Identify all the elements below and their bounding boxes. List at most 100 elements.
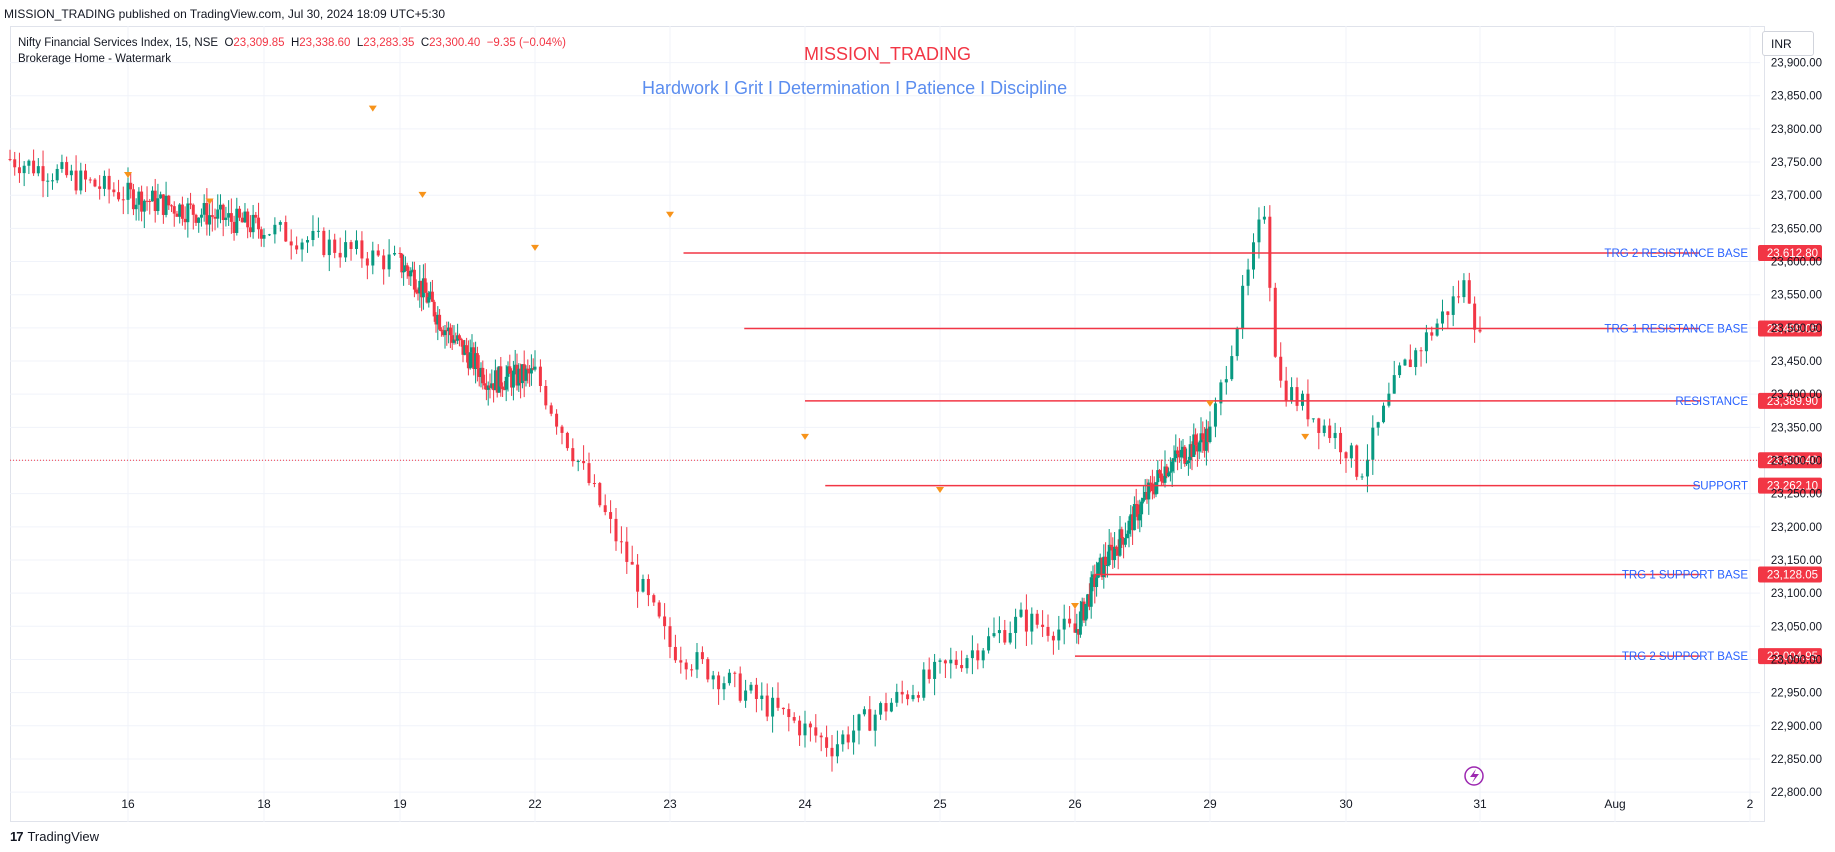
candle-body bbox=[1147, 482, 1151, 500]
candle-body bbox=[510, 373, 514, 388]
y-tick-label: 23,800.00 bbox=[1771, 124, 1822, 136]
candle-body bbox=[1371, 427, 1375, 460]
candle-body bbox=[1435, 323, 1439, 336]
candle-body bbox=[1118, 529, 1122, 556]
candle-body bbox=[333, 239, 337, 253]
signal-marker-icon bbox=[531, 244, 539, 251]
candle-body bbox=[267, 234, 271, 236]
candle-body bbox=[1398, 365, 1402, 376]
candle-body bbox=[316, 230, 320, 232]
candle-body bbox=[614, 518, 618, 542]
indicator-name[interactable]: Brokerage Home - Watermark bbox=[18, 53, 171, 65]
x-tick-label: 30 bbox=[1339, 797, 1353, 811]
candle-body bbox=[781, 707, 785, 710]
candle-body bbox=[1387, 393, 1391, 406]
candle-body bbox=[246, 211, 250, 228]
candle-body bbox=[27, 160, 31, 166]
candle-body bbox=[519, 368, 523, 384]
candle-body bbox=[1179, 449, 1183, 458]
candle-body bbox=[322, 230, 326, 256]
y-tick-label: 23,500.00 bbox=[1771, 323, 1822, 335]
candle-body bbox=[938, 660, 942, 662]
candle-body bbox=[243, 211, 247, 223]
candle-body bbox=[183, 218, 187, 223]
candle-body bbox=[438, 314, 442, 330]
candle-body bbox=[722, 683, 726, 690]
chart-frame[interactable] bbox=[10, 26, 1765, 822]
candle-body bbox=[1116, 548, 1120, 556]
candle-body bbox=[1168, 471, 1172, 473]
level-price-label: 23,612.80 bbox=[1767, 248, 1818, 260]
candle-body bbox=[657, 602, 661, 617]
y-tick-label: 23,300.00 bbox=[1771, 456, 1822, 468]
level-price-label: 23,262.10 bbox=[1767, 481, 1818, 493]
candle-body bbox=[273, 224, 277, 235]
candle-body bbox=[488, 385, 492, 388]
candle-body bbox=[852, 730, 856, 743]
candle-body bbox=[592, 483, 596, 485]
candle-body bbox=[402, 271, 406, 273]
candle-body bbox=[609, 512, 613, 519]
candle-body bbox=[69, 170, 73, 176]
candle-body bbox=[131, 189, 135, 210]
candle-body bbox=[1440, 311, 1444, 324]
candle-body bbox=[1084, 604, 1088, 621]
candle-body bbox=[420, 280, 424, 298]
candle-body bbox=[511, 370, 515, 388]
candle-body bbox=[1143, 491, 1147, 498]
candle-body bbox=[1186, 460, 1190, 464]
low-label: L bbox=[356, 37, 364, 49]
candle-body bbox=[1446, 311, 1450, 315]
level-label: SUPPORT bbox=[1693, 481, 1748, 493]
candle-body bbox=[461, 340, 465, 355]
candle-body bbox=[289, 241, 293, 246]
y-tick-label: 23,000.00 bbox=[1771, 654, 1822, 666]
brand-name: TradingView bbox=[27, 828, 100, 844]
candle-body bbox=[587, 463, 591, 484]
level-price-label: 23,004.95 bbox=[1767, 651, 1818, 663]
candle-body bbox=[1123, 538, 1127, 545]
currency-button[interactable]: INR bbox=[1762, 31, 1814, 56]
candle-body bbox=[1360, 476, 1364, 478]
candle-body bbox=[684, 662, 688, 670]
candle-body bbox=[1290, 387, 1294, 402]
candle-body bbox=[1041, 624, 1045, 627]
candle-body bbox=[88, 179, 92, 181]
y-tick-label: 22,950.00 bbox=[1771, 688, 1822, 700]
candle-body bbox=[776, 697, 780, 708]
candle-body bbox=[1188, 444, 1192, 461]
candle-body bbox=[1197, 442, 1201, 452]
candle-body bbox=[218, 204, 222, 210]
candle-body bbox=[981, 650, 985, 661]
candle-body bbox=[846, 734, 850, 743]
candle-body bbox=[1392, 375, 1396, 394]
candle-body bbox=[857, 714, 861, 731]
footer-brand[interactable]: 17 TradingView bbox=[10, 826, 99, 846]
symbol-name[interactable]: Nifty Financial Services Index, 15, NSE bbox=[18, 37, 219, 49]
last-price-tag bbox=[1758, 452, 1822, 469]
candle-body bbox=[835, 744, 839, 757]
y-tick-label: 23,050.00 bbox=[1771, 621, 1822, 633]
candle-body bbox=[441, 331, 445, 336]
candle-body bbox=[636, 564, 640, 592]
y-tick-label: 23,100.00 bbox=[1771, 588, 1822, 600]
candle-body bbox=[416, 292, 420, 294]
candle-body bbox=[1241, 285, 1245, 329]
y-tick-label: 23,250.00 bbox=[1771, 489, 1822, 501]
candle-body bbox=[235, 208, 239, 233]
candle-body bbox=[960, 665, 964, 669]
candle-body bbox=[22, 165, 26, 174]
candle-body bbox=[1419, 350, 1423, 352]
lightning-circle-icon bbox=[1464, 766, 1484, 786]
candle-body bbox=[771, 697, 775, 717]
candle-body bbox=[862, 709, 866, 715]
candle-body bbox=[486, 385, 490, 390]
candle-body bbox=[259, 229, 263, 239]
candle-body bbox=[1376, 422, 1380, 428]
candle-body bbox=[1114, 546, 1118, 549]
candle-body bbox=[992, 633, 996, 637]
candle-body bbox=[1300, 393, 1304, 406]
candle-body bbox=[1129, 514, 1133, 521]
candle-body bbox=[208, 215, 212, 225]
